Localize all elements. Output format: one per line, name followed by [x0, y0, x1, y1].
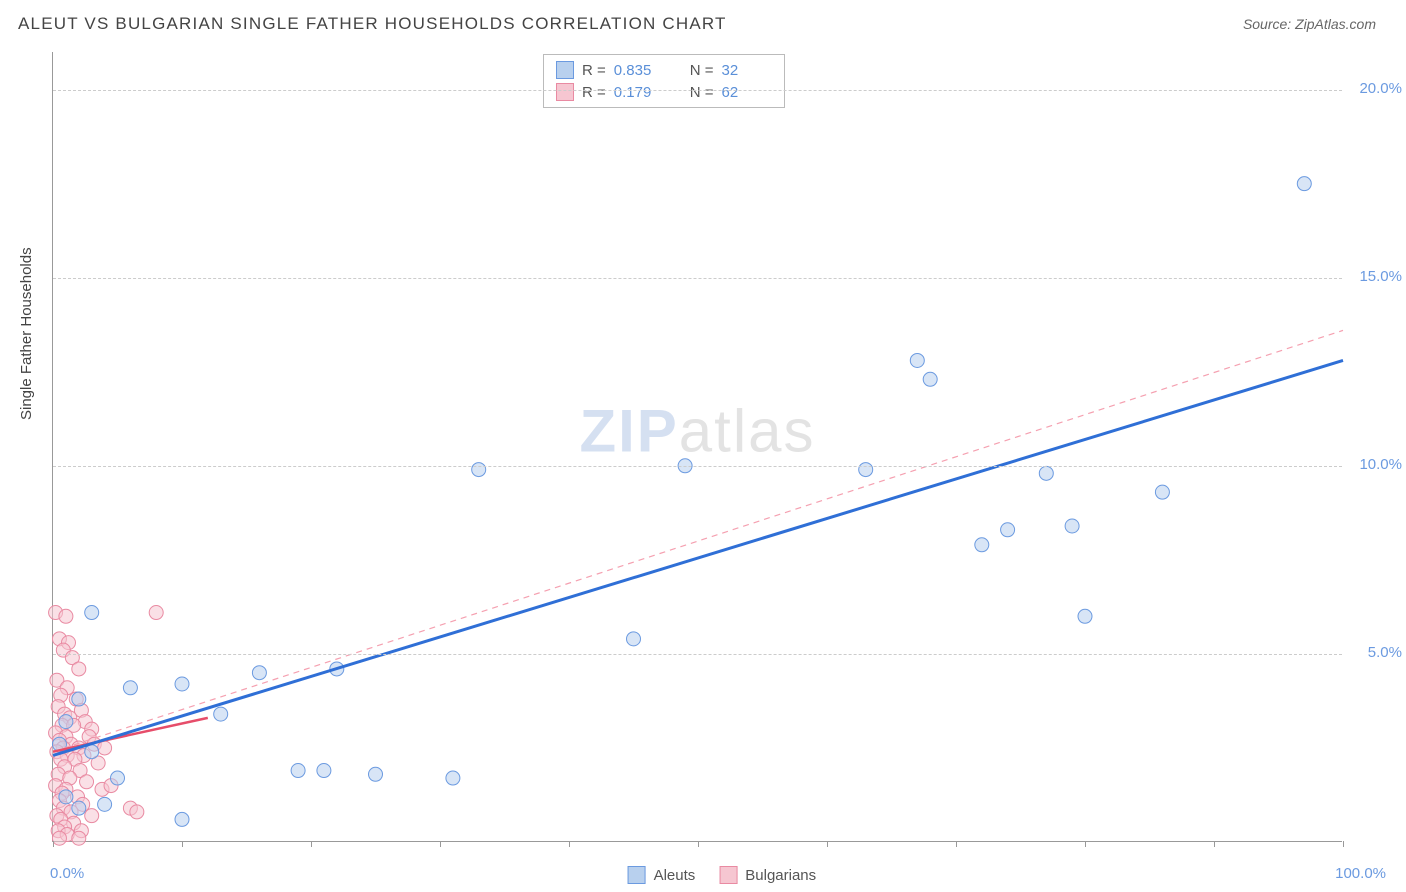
- correlation-stats-box: R = 0.835 N = 32 R = 0.179 N = 62: [543, 54, 785, 108]
- legend-item-aleuts: Aleuts: [628, 866, 696, 884]
- swatch-aleuts: [556, 61, 574, 79]
- n-value-aleuts: 32: [722, 62, 772, 79]
- x-min-label: 0.0%: [50, 865, 84, 882]
- x-tick: [53, 841, 54, 847]
- legend-item-bulgarians: Bulgarians: [719, 866, 816, 884]
- scatter-svg: [53, 52, 1342, 841]
- x-tick: [956, 841, 957, 847]
- r-value-aleuts: 0.835: [614, 62, 664, 79]
- y-tick-label: 5.0%: [1368, 644, 1402, 661]
- r-value-bulgarians: 0.179: [614, 84, 664, 101]
- legend-label-bulgarians: Bulgarians: [745, 867, 816, 884]
- gridline: [53, 466, 1342, 467]
- y-tick-label: 20.0%: [1359, 80, 1402, 97]
- chart-plot-area: ZIPatlas R = 0.835 N = 32 R = 0.179 N = …: [52, 52, 1342, 842]
- x-tick: [827, 841, 828, 847]
- n-label: N =: [690, 84, 714, 101]
- x-tick: [1343, 841, 1344, 847]
- swatch-bulgarians: [556, 83, 574, 101]
- x-tick: [440, 841, 441, 847]
- y-axis-label: Single Father Households: [18, 247, 35, 420]
- x-tick: [1214, 841, 1215, 847]
- chart-title: ALEUT VS BULGARIAN SINGLE FATHER HOUSEHO…: [18, 14, 727, 34]
- x-tick: [1085, 841, 1086, 847]
- legend: Aleuts Bulgarians: [628, 866, 817, 884]
- legend-swatch-aleuts: [628, 866, 646, 884]
- r-label: R =: [582, 84, 606, 101]
- x-max-label: 100.0%: [1335, 865, 1386, 882]
- legend-swatch-bulgarians: [719, 866, 737, 884]
- source-attribution: Source: ZipAtlas.com: [1243, 16, 1376, 32]
- x-tick: [311, 841, 312, 847]
- y-tick-label: 15.0%: [1359, 268, 1402, 285]
- stats-row-bulgarians: R = 0.179 N = 62: [556, 81, 772, 103]
- n-value-bulgarians: 62: [722, 84, 772, 101]
- stats-row-aleuts: R = 0.835 N = 32: [556, 59, 772, 81]
- legend-label-aleuts: Aleuts: [654, 867, 696, 884]
- n-label: N =: [690, 62, 714, 79]
- x-tick: [182, 841, 183, 847]
- x-tick: [569, 841, 570, 847]
- y-tick-label: 10.0%: [1359, 456, 1402, 473]
- r-label: R =: [582, 62, 606, 79]
- gridline: [53, 90, 1342, 91]
- gridline: [53, 278, 1342, 279]
- gridline: [53, 654, 1342, 655]
- x-tick: [698, 841, 699, 847]
